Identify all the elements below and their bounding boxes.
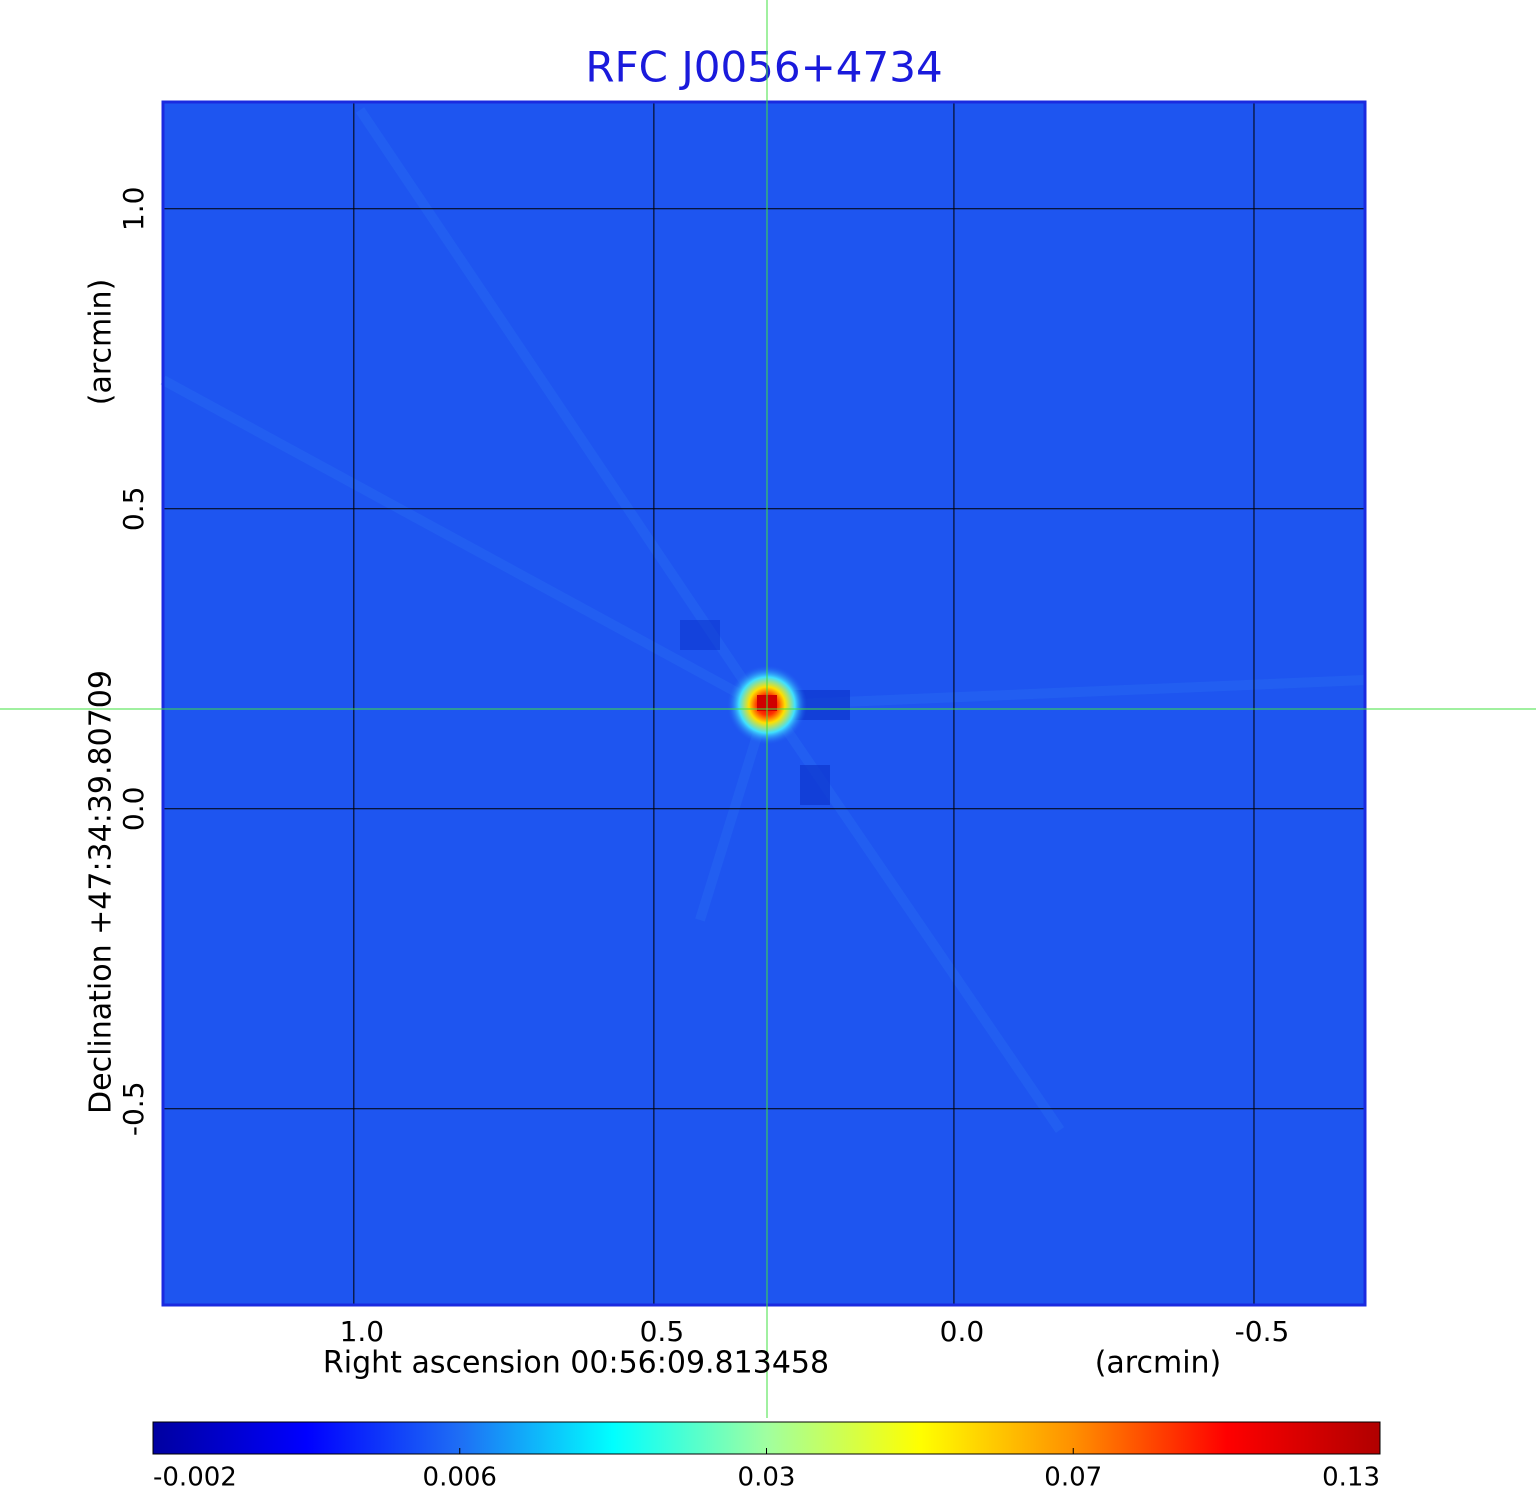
x-tick-label: 0.0	[940, 1315, 985, 1348]
x-axis-label: Right ascension 00:56:09.813458	[323, 1346, 829, 1381]
y-tick-label: 0.0	[117, 787, 150, 832]
colorbar-tick-label: 0.07	[1044, 1463, 1102, 1493]
colorbar-tick-label: 0.006	[423, 1463, 497, 1493]
y-axis-unit: (arcmin)	[84, 279, 119, 406]
image-artifact	[800, 765, 830, 805]
plot-border	[161, 100, 1367, 1307]
grid	[163, 102, 1365, 1305]
x-tick-label: 0.5	[640, 1315, 685, 1348]
colorbar-tick-label: -0.002	[153, 1463, 237, 1493]
chart-title: RFC J0056+4734	[585, 43, 942, 92]
y-tick-label: 0.5	[117, 487, 150, 532]
x-tick-label: 1.0	[340, 1315, 385, 1348]
colorbar-tick-label: 0.13	[1322, 1463, 1380, 1493]
image-artifacts	[160, 107, 1366, 1133]
x-tick-label: -0.5	[1235, 1315, 1290, 1348]
y-tick-label: 1.0	[117, 187, 150, 232]
y-axis-label: Declination +47:34:39.80709	[84, 670, 119, 1114]
x-axis-unit: (arcmin)	[1095, 1346, 1222, 1381]
y-tick-label: -0.5	[117, 1081, 150, 1136]
colorbar-tick-label: 0.03	[738, 1463, 796, 1493]
image-artifact	[680, 620, 720, 650]
